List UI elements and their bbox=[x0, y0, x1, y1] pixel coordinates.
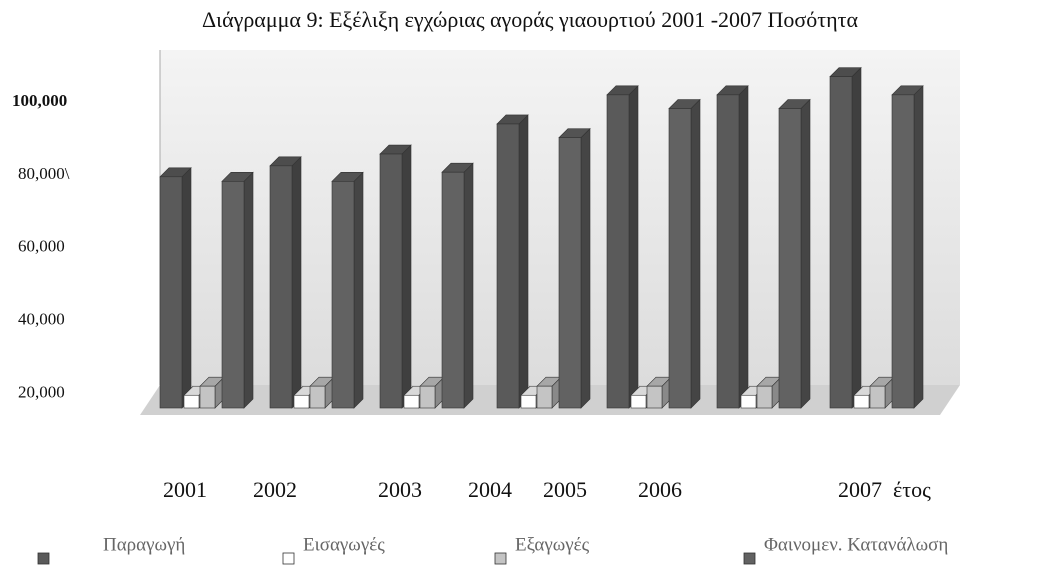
y-tick-label: 80,000\ bbox=[18, 164, 70, 183]
bar bbox=[756, 385, 773, 409]
bar-side bbox=[401, 144, 412, 409]
x-tick-label: 2001 bbox=[163, 477, 207, 502]
y-tick-label: 100,000 bbox=[12, 91, 67, 110]
bar bbox=[740, 394, 757, 409]
bar-side bbox=[628, 85, 639, 409]
legend-label: Φαινομεν. Κατανάλωση bbox=[764, 534, 948, 555]
x-tick-label: 2006 bbox=[638, 477, 682, 502]
legend-label: Παραγωγή bbox=[103, 534, 185, 555]
bar-side bbox=[851, 66, 862, 409]
bar bbox=[159, 176, 183, 409]
legend-label: Εξαγωγές bbox=[515, 534, 590, 555]
bar bbox=[309, 385, 326, 409]
bar bbox=[829, 76, 853, 409]
bar bbox=[646, 385, 663, 409]
x-tick-label: 2005 bbox=[543, 477, 587, 502]
bar-side bbox=[353, 171, 364, 409]
bar-side bbox=[518, 114, 529, 409]
bar bbox=[496, 123, 520, 409]
x-tick-label: 2002 bbox=[253, 477, 297, 502]
y-tick-label: 40,000 bbox=[18, 310, 65, 329]
bar bbox=[558, 137, 582, 409]
bar-side bbox=[913, 85, 924, 409]
bar bbox=[403, 394, 420, 409]
legend-label: Εισαγωγές bbox=[303, 534, 385, 555]
legend-swatch bbox=[282, 552, 295, 565]
bar bbox=[199, 385, 216, 409]
x-axis-label: έτος bbox=[893, 477, 931, 502]
bar bbox=[221, 181, 245, 409]
bar bbox=[853, 394, 870, 409]
legend-swatch bbox=[37, 552, 50, 565]
legend-swatch bbox=[494, 552, 507, 565]
bar bbox=[536, 385, 553, 409]
bar bbox=[606, 94, 630, 409]
bar bbox=[183, 394, 200, 409]
bar bbox=[778, 108, 802, 409]
bar-side bbox=[181, 167, 192, 409]
legend-swatch bbox=[743, 552, 756, 565]
x-tick-label: 2003 bbox=[378, 477, 422, 502]
bar-side bbox=[291, 156, 302, 409]
bar bbox=[441, 171, 465, 409]
bar bbox=[293, 394, 310, 409]
bar-side bbox=[580, 127, 591, 409]
bar bbox=[630, 394, 647, 409]
bar bbox=[331, 181, 355, 409]
bar bbox=[869, 385, 886, 409]
chart-title: Διάγραμμα 9: Εξέλιξη εγχώριας αγοράς για… bbox=[202, 7, 858, 32]
bar-side bbox=[243, 171, 254, 409]
bar bbox=[716, 94, 740, 409]
bar-side bbox=[738, 85, 749, 409]
bar bbox=[891, 94, 915, 409]
bar bbox=[379, 153, 403, 409]
y-tick-label: 60,000 bbox=[18, 237, 65, 256]
bar-side bbox=[463, 162, 474, 409]
bar bbox=[419, 385, 436, 409]
bar-side bbox=[690, 98, 701, 409]
bar bbox=[520, 394, 537, 409]
y-tick-label: 20,000 bbox=[18, 382, 65, 401]
x-tick-label: 2007 bbox=[838, 477, 882, 502]
bar-side bbox=[800, 98, 811, 409]
bar bbox=[269, 165, 293, 409]
x-tick-label: 2004 bbox=[468, 477, 512, 502]
bar bbox=[668, 108, 692, 409]
